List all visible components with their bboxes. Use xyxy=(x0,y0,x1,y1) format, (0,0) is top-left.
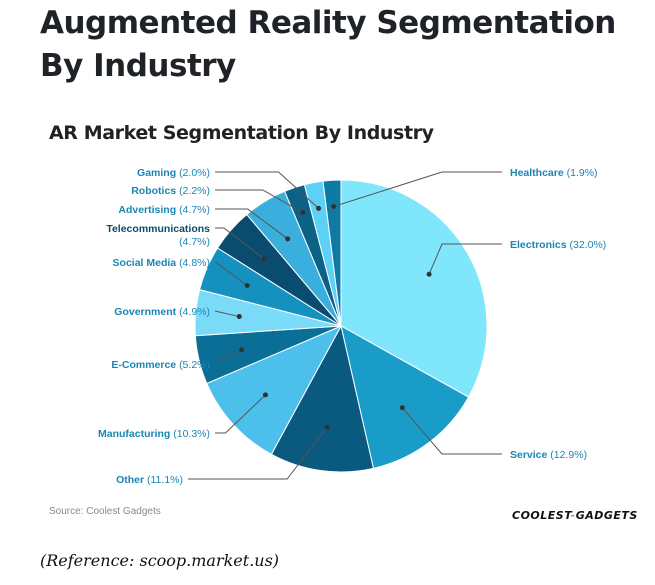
leader-dot xyxy=(262,392,268,398)
leader-dot xyxy=(261,256,267,262)
leader-dot xyxy=(239,347,245,353)
slice-label: Other (11.1%) xyxy=(116,474,183,486)
pie-slice-manufacturing xyxy=(206,324,343,456)
leader-dot xyxy=(426,271,432,277)
leader-line xyxy=(214,261,248,286)
coolest-gadgets-logo: COOLEST-GADGETS xyxy=(512,509,638,522)
leader-line xyxy=(333,171,502,207)
slice-label: Telecommunications (4.7%) xyxy=(106,223,210,248)
pie-slice-other xyxy=(270,324,375,473)
slice-label: Manufacturing (10.3%) xyxy=(98,428,210,440)
leader-dot xyxy=(236,314,242,320)
reference-text: (Reference: scoop.market.us) xyxy=(40,551,280,570)
leader-dot xyxy=(300,210,306,216)
slice-label: Robotics (2.2%) xyxy=(131,185,210,197)
slice-label: Electronics (32.0%) xyxy=(510,239,606,251)
leader-line xyxy=(215,394,266,434)
slice-label: Advertising (4.7%) xyxy=(118,204,210,216)
leader-dot xyxy=(316,205,322,211)
chart-source: Source: Coolest Gadgets xyxy=(49,506,161,517)
slice-label: Healthcare (1.9%) xyxy=(510,167,598,179)
pie-slice-electronics xyxy=(340,179,488,398)
leader-dot xyxy=(331,204,337,210)
leader-line xyxy=(428,243,502,275)
leader-dot xyxy=(399,405,405,411)
leader-line xyxy=(215,227,265,260)
slice-label: Government (4.9%) xyxy=(114,306,210,318)
leader-dot xyxy=(324,424,330,430)
pie-slice-service xyxy=(340,325,470,469)
leader-line xyxy=(215,189,304,213)
leader-line xyxy=(215,208,288,240)
leader-dot xyxy=(244,282,250,288)
leader-line xyxy=(401,407,502,455)
leader-line xyxy=(214,310,240,318)
slice-label: Gaming (2.0%) xyxy=(137,167,210,179)
leader-line xyxy=(188,426,328,480)
slice-label: Service (12.9%) xyxy=(510,449,587,461)
page-title: Augmented Reality Segmentation By Indust… xyxy=(40,5,616,84)
leader-line xyxy=(214,349,242,365)
slice-label: E-Commerce (5.2%) xyxy=(111,359,210,371)
leader-dot xyxy=(285,236,291,242)
leader-line xyxy=(215,171,319,209)
pie-slice-healthcare xyxy=(322,179,342,327)
chart-title: AR Market Segmentation By Industry xyxy=(49,122,434,144)
slice-label: Social Media (4.8%) xyxy=(113,257,210,269)
